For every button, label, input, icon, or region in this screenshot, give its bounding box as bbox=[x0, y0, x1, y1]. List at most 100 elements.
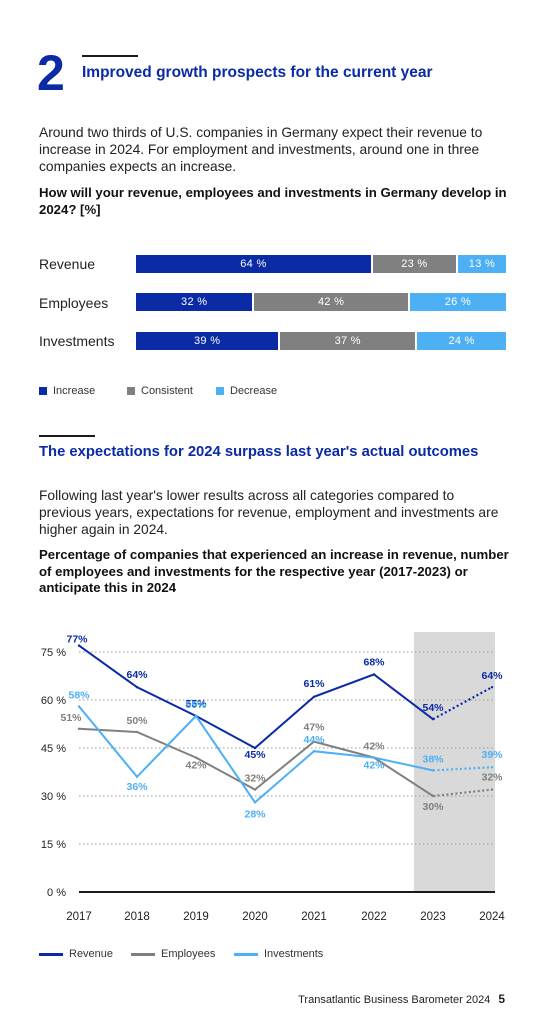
legend-label-increase: Increase bbox=[53, 385, 96, 397]
section2-title: The expectations for 2024 surpass last y… bbox=[39, 444, 479, 460]
y-tick-label: 75 % bbox=[41, 647, 66, 659]
data-label-investments: 58% bbox=[68, 689, 90, 701]
data-label-investments: 44% bbox=[303, 734, 325, 746]
line-legend-revenue: Revenue bbox=[39, 948, 113, 960]
point-investments bbox=[77, 705, 81, 708]
point-revenue bbox=[372, 673, 376, 676]
x-tick-label: 2020 bbox=[242, 911, 268, 920]
forecast-region bbox=[414, 632, 495, 892]
data-label-investments: 38% bbox=[422, 753, 444, 765]
section2-rule bbox=[39, 435, 95, 437]
x-tick-label: 2017 bbox=[66, 911, 92, 920]
data-label-employees: 32% bbox=[244, 773, 266, 785]
x-tick-label: 2018 bbox=[124, 911, 150, 920]
data-label-revenue: 68% bbox=[363, 656, 385, 668]
line-legend-investments: Investments bbox=[234, 948, 323, 960]
data-label-revenue: 64% bbox=[126, 669, 148, 681]
point-investments bbox=[490, 766, 494, 769]
data-label-revenue: 54% bbox=[422, 702, 444, 714]
y-tick-label: 30 % bbox=[41, 791, 66, 803]
data-label-employees: 30% bbox=[422, 801, 444, 813]
point-employees bbox=[490, 788, 494, 791]
bar-chart-question: How will your revenue, employees and inv… bbox=[39, 185, 507, 217]
point-employees bbox=[253, 788, 257, 791]
point-employees bbox=[431, 794, 435, 798]
point-investments bbox=[194, 714, 198, 718]
x-tick-label: 2021 bbox=[301, 911, 327, 920]
point-revenue bbox=[253, 746, 257, 750]
bar-employees-consistent: 42 % bbox=[254, 293, 408, 311]
data-label-employees: 42% bbox=[363, 741, 385, 753]
data-label-investments: 42% bbox=[363, 760, 385, 772]
legend-label-employees: Employees bbox=[161, 948, 216, 960]
line-chart: 0 % 15 % 30 % 45 % 60 % 75 % 2017 2018 2019 2020 2… bbox=[41, 632, 505, 920]
data-label-revenue: 77% bbox=[66, 634, 88, 646]
data-label-investments: 28% bbox=[244, 808, 266, 820]
point-revenue bbox=[431, 718, 435, 721]
data-label-investments: 36% bbox=[126, 781, 148, 793]
section-number: 2 bbox=[37, 45, 65, 101]
legend-label-consistent: Consistent bbox=[141, 385, 193, 397]
legend-swatch-consistent bbox=[127, 387, 135, 395]
line-legend-employees: Employees bbox=[131, 948, 215, 960]
data-label-employees: 47% bbox=[303, 722, 325, 734]
bar-employees-decrease: 26 % bbox=[409, 293, 506, 311]
point-revenue bbox=[312, 695, 316, 698]
legend-label-revenue: Revenue bbox=[69, 948, 114, 960]
data-label-revenue: 45% bbox=[244, 749, 266, 761]
bar-employees-increase: 32 % bbox=[136, 293, 253, 311]
legend-line-employees bbox=[131, 952, 155, 956]
bar-investments-increase: 39 % bbox=[136, 332, 279, 350]
top-rule bbox=[82, 55, 138, 57]
x-tick-label: 2024 bbox=[479, 911, 505, 920]
point-revenue bbox=[135, 686, 139, 689]
point-revenue bbox=[77, 644, 81, 647]
point-investments bbox=[312, 750, 316, 753]
page-number: 5 bbox=[498, 992, 505, 1006]
data-label-revenue: 64% bbox=[481, 670, 503, 682]
data-label-employees: 42% bbox=[185, 760, 207, 772]
line-revenue-projection bbox=[432, 686, 493, 721]
x-tick-label: 2019 bbox=[183, 911, 209, 920]
point-investments bbox=[135, 775, 139, 778]
page-footer: Transatlantic Business Barometer 2024 5 bbox=[298, 992, 505, 1006]
bar-revenue-decrease: 13 % bbox=[457, 255, 506, 273]
data-label-revenue: 55% bbox=[185, 698, 207, 710]
bar-revenue-increase: 64 % bbox=[136, 255, 371, 273]
bar-legend-decrease: Decrease bbox=[216, 385, 277, 397]
legend-swatch-increase bbox=[39, 387, 47, 395]
line-employees-projection bbox=[432, 788, 493, 798]
point-investments bbox=[372, 756, 376, 759]
section-intro: Around two thirds of U.S. companies in G… bbox=[39, 125, 483, 174]
point-employees bbox=[135, 730, 139, 734]
point-employees bbox=[77, 727, 81, 730]
line-chart-question: Percentage of companies that experienced… bbox=[39, 547, 509, 595]
x-tick-label: 2022 bbox=[361, 911, 387, 920]
legend-line-investments bbox=[234, 952, 258, 956]
bar-label-investments: Investments bbox=[39, 333, 115, 349]
x-tick-label: 2023 bbox=[420, 911, 446, 920]
point-revenue bbox=[490, 686, 494, 689]
point-employees bbox=[194, 756, 198, 759]
data-label-investments: 55% bbox=[185, 699, 207, 711]
y-tick-label: 60 % bbox=[41, 695, 66, 707]
legend-label-investments: Investments bbox=[264, 948, 324, 960]
section-title: Improved growth prospects for the curren… bbox=[82, 64, 433, 81]
bar-legend-consistent: Consistent bbox=[127, 385, 193, 397]
y-tick-label: 0 % bbox=[47, 887, 66, 899]
line-investments-projection bbox=[432, 766, 493, 772]
point-employees bbox=[312, 740, 316, 743]
bar-legend-increase: Increase bbox=[39, 385, 95, 397]
legend-label-decrease: Decrease bbox=[230, 385, 278, 397]
bar-revenue-consistent: 23 % bbox=[372, 255, 456, 273]
bar-label-employees: Employees bbox=[39, 295, 109, 311]
footer-text: Transatlantic Business Barometer 2024 bbox=[298, 994, 491, 1006]
data-label-employees: 51% bbox=[60, 712, 82, 724]
data-label-investments: 39% bbox=[481, 749, 503, 761]
data-label-employees: 32% bbox=[481, 772, 503, 784]
section2-intro: Following last year's lower results acro… bbox=[39, 488, 499, 537]
y-tick-label: 15 % bbox=[41, 839, 66, 851]
bar-investments-consistent: 37 % bbox=[280, 332, 416, 350]
data-label-revenue: 61% bbox=[303, 678, 325, 690]
point-investments bbox=[431, 769, 435, 772]
